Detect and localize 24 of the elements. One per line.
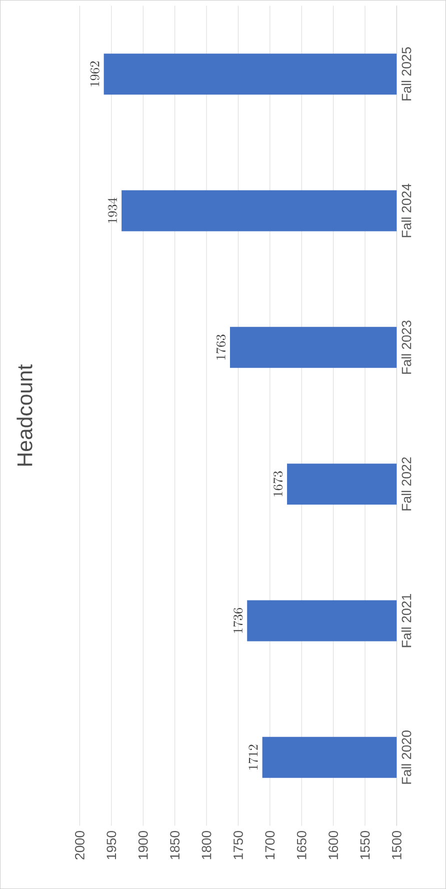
x-tick-label: 1800 xyxy=(202,830,212,860)
y-tick-label: Fall 2020 xyxy=(401,730,412,784)
data-label: 1934 xyxy=(108,198,118,223)
data-label: 1736 xyxy=(233,608,243,633)
y-tick-label: Fall 2025 xyxy=(401,47,412,100)
data-label: 1962 xyxy=(90,61,100,86)
y-tick-label: Fall 2024 xyxy=(401,184,412,238)
x-tick-label: 1700 xyxy=(265,830,275,860)
y-tick-label: Fall 2023 xyxy=(401,320,412,374)
x-tick-label: 1750 xyxy=(234,830,243,860)
x-tick-label: 1600 xyxy=(328,830,338,860)
x-tick-label: 2000 xyxy=(75,830,84,860)
text: Headcount xyxy=(16,364,32,466)
y-tick-label: Fall 2021 xyxy=(401,594,412,648)
x-tick-label: 1850 xyxy=(170,830,180,860)
data-label: 1673 xyxy=(273,471,283,496)
x-tick-label: 1900 xyxy=(138,830,148,860)
x-tick-label: 1950 xyxy=(106,830,116,860)
y-tick-label: Fall 2022 xyxy=(401,457,412,510)
x-tick-label: 1550 xyxy=(360,830,370,860)
data-label: 1763 xyxy=(216,334,226,360)
x-tick-label: 1500 xyxy=(392,830,402,860)
x-tick-label: 1650 xyxy=(296,830,306,860)
data-label: 1712 xyxy=(248,744,258,770)
